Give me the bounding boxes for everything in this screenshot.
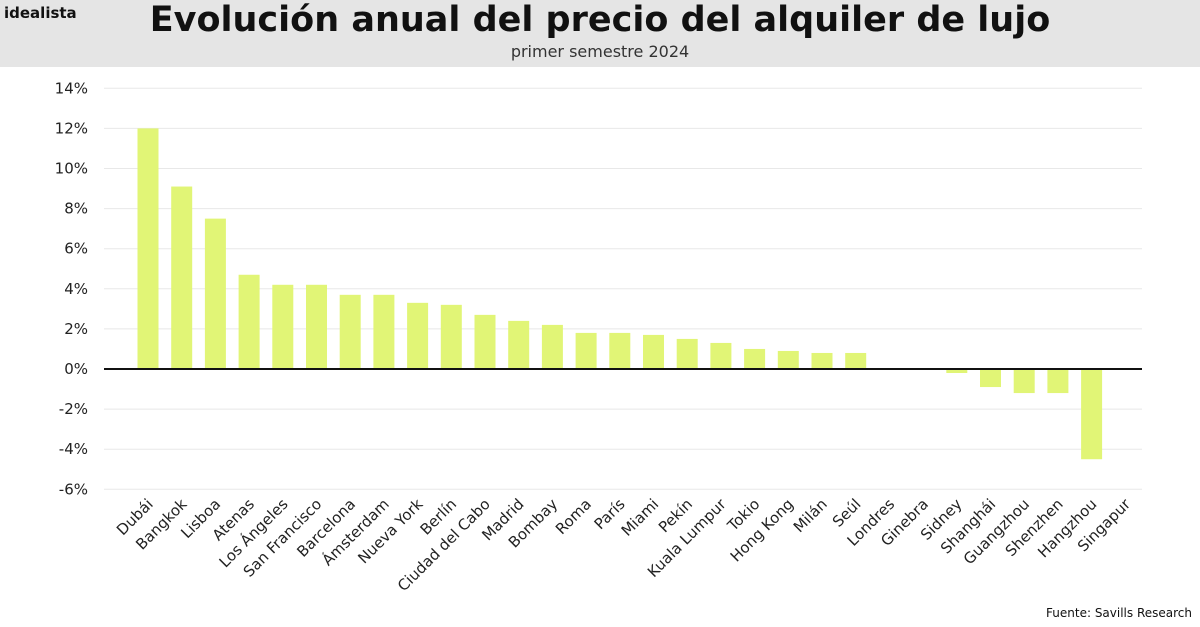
- bar: [373, 294, 395, 369]
- bar: [710, 342, 732, 369]
- bar: [541, 324, 563, 369]
- bar: [1047, 369, 1069, 394]
- y-tick-label: 8%: [64, 200, 88, 218]
- bar: [575, 332, 597, 369]
- bar: [777, 350, 799, 369]
- bar: [1013, 369, 1035, 394]
- x-tick-label: Roma: [552, 495, 595, 538]
- bar: [339, 294, 361, 369]
- y-tick-label: -6%: [59, 480, 88, 498]
- bar: [1081, 369, 1103, 460]
- bar: [609, 332, 631, 369]
- x-tick-label: Miami: [618, 495, 663, 540]
- y-tick-label: 14%: [55, 79, 88, 97]
- header-band: [0, 0, 1200, 67]
- x-tick-label: Milán: [790, 495, 831, 536]
- bar: [744, 348, 766, 369]
- idealista-logo: idealista: [4, 4, 77, 22]
- bar: [508, 320, 530, 369]
- bar: [440, 304, 462, 369]
- bar: [676, 338, 698, 369]
- y-tick-label: 12%: [55, 119, 88, 137]
- bar: [407, 302, 429, 369]
- bar: [306, 284, 327, 369]
- bar: [980, 369, 1001, 388]
- bar: [238, 274, 260, 369]
- bar: [845, 352, 867, 369]
- bar: [811, 352, 833, 369]
- bar: [137, 128, 159, 369]
- y-tick-label: -2%: [59, 400, 88, 418]
- bar: [204, 218, 226, 369]
- bar: [474, 314, 496, 369]
- y-tick-label: -4%: [59, 440, 88, 458]
- chart-title: Evolución anual del precio del alquiler …: [149, 0, 1051, 40]
- bar: [272, 284, 294, 369]
- bar: [946, 369, 968, 374]
- y-tick-label: 10%: [55, 160, 88, 178]
- bar: [171, 186, 193, 369]
- y-tick-label: 0%: [64, 360, 88, 378]
- y-tick-label: 4%: [64, 280, 88, 298]
- y-tick-label: 2%: [64, 320, 88, 338]
- y-tick-label: 6%: [64, 240, 88, 258]
- chart-subtitle: primer semestre 2024: [510, 42, 690, 61]
- bar: [643, 334, 664, 369]
- source-note: Fuente: Savills Research: [1046, 606, 1192, 620]
